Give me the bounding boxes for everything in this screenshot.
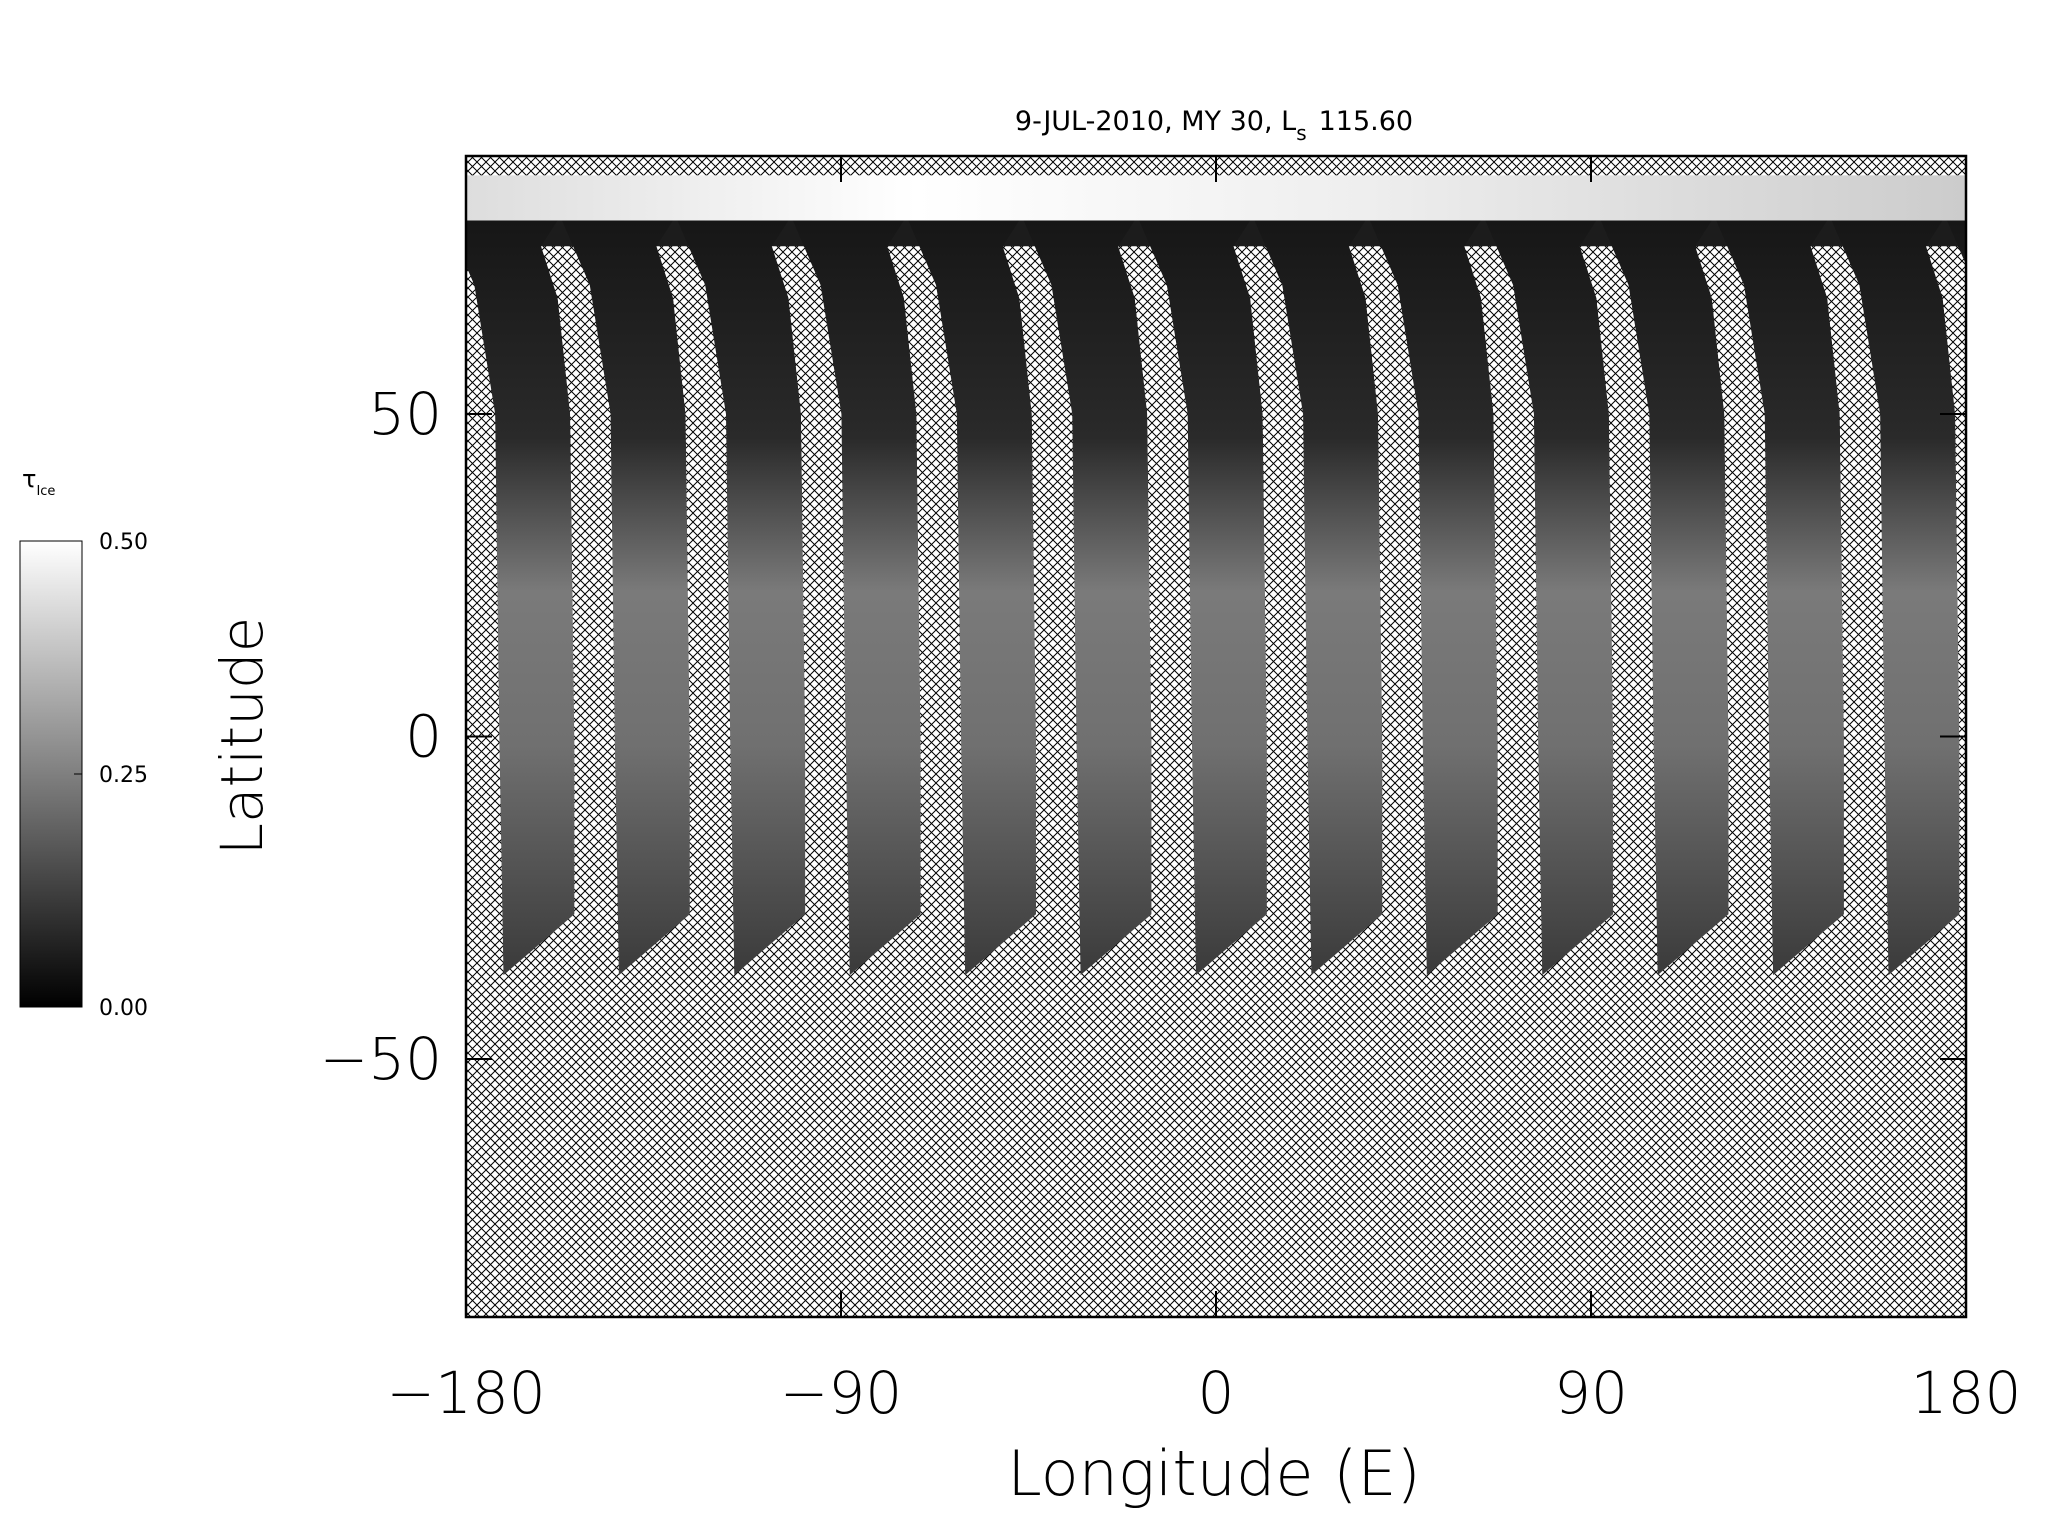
title-subscript: s — [1296, 121, 1306, 145]
swath-gap — [771, 246, 831, 931]
x-tick-label: −180 — [386, 1359, 545, 1427]
swath — [1710, 207, 1849, 976]
swath — [1248, 207, 1387, 976]
swath — [902, 207, 1041, 976]
swath — [556, 207, 694, 976]
swath-gap — [1926, 246, 1966, 930]
swath — [1826, 207, 1964, 976]
polar-cap — [466, 175, 1966, 221]
colorbar-label: τIce — [22, 465, 55, 499]
swath-gap — [656, 246, 715, 931]
colorbar-tick-label: 0.50 — [99, 530, 148, 555]
colorbar — [19, 540, 83, 1008]
x-tick-label: 0 — [1198, 1359, 1235, 1427]
swath-gap — [1233, 246, 1292, 931]
swath — [1941, 207, 1966, 265]
x-tick-label: 90 — [1554, 1359, 1628, 1427]
swath-gap — [2041, 246, 2048, 930]
swath — [1133, 207, 1271, 976]
swath-gap — [1002, 246, 1061, 931]
y-axis-label: Latitude — [208, 617, 276, 856]
colorbar-label-subscript: Ice — [36, 484, 55, 499]
swath — [1595, 207, 1733, 976]
swath-gap — [1810, 246, 1869, 931]
swath-gap — [1464, 246, 1523, 931]
title-text: 115.60 — [1319, 106, 1413, 137]
swath — [1364, 207, 1502, 976]
swath — [466, 207, 579, 976]
y-tick-label: 0 — [405, 703, 442, 771]
y-tick-label: −50 — [320, 1025, 442, 1093]
colorbar-tick-label: 0.25 — [99, 763, 148, 788]
map-area — [326, 156, 2048, 1317]
swath — [1479, 207, 1618, 976]
x-tick-label: −90 — [780, 1359, 902, 1427]
swath-gap — [1348, 246, 1408, 931]
swath-gap — [1579, 246, 1639, 931]
title-text: 9-JUL-2010, MY 30, L — [1015, 106, 1296, 137]
swath-gap — [887, 246, 946, 931]
colorbar-tick-label: 0.00 — [99, 996, 148, 1021]
colorbar-label-text: τ — [22, 465, 36, 493]
swath-gap — [1695, 246, 1754, 931]
swath — [787, 207, 925, 976]
x-axis-label: Longitude (E) — [1007, 1437, 1420, 1510]
swath-gap — [466, 246, 484, 930]
y-tick-label: 50 — [368, 380, 442, 448]
swath — [1018, 207, 1156, 976]
swath — [671, 207, 810, 976]
swath — [326, 208, 464, 976]
chart-title: 9-JUL-2010, MY 30, Ls 115.60 — [1015, 106, 1413, 145]
swath-gap — [541, 246, 600, 931]
x-tick-label: 180 — [1911, 1359, 2022, 1427]
swath-gap — [1118, 246, 1177, 931]
